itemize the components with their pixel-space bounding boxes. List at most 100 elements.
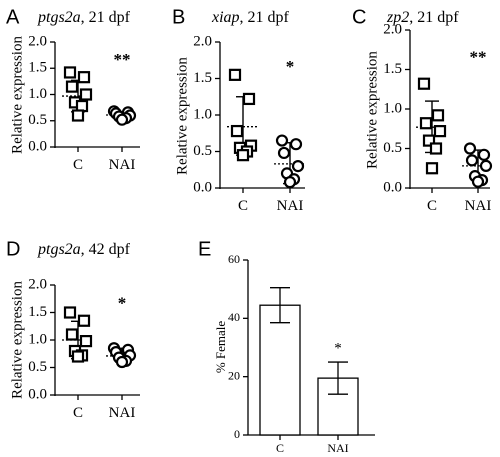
y-tick-label: 2.0 [28, 276, 47, 292]
y-axis [405, 29, 411, 189]
series-control [416, 77, 448, 175]
y-axis-label: Relative expression [174, 57, 190, 175]
series-nai [274, 134, 306, 189]
x-tick-label: NAI [277, 198, 304, 214]
y-tick-label: 1.0 [193, 106, 212, 122]
data-point-square [433, 125, 447, 138]
series-control [62, 66, 94, 122]
panel-e: E 0 20 40 60 % Female C NAI * [198, 238, 375, 455]
data-point-square [79, 335, 93, 348]
significance-marker: ** [114, 50, 131, 69]
data-point-square [77, 314, 91, 327]
x-tick-label: C [73, 157, 83, 173]
y-tick-label: 0.5 [383, 140, 402, 156]
significance-marker: * [286, 57, 295, 76]
data-point-square [63, 306, 77, 319]
y-tick-label: 0.5 [28, 359, 47, 375]
data-point-square [63, 66, 77, 79]
panel-letter: C [352, 6, 366, 28]
significance-marker: * [118, 294, 127, 313]
significance-marker: ** [470, 47, 487, 66]
y-axis-label: Relative expression [364, 51, 380, 169]
y-tick-label: 1.0 [28, 331, 47, 347]
x-tick-label: NAI [465, 198, 492, 214]
y-tick-label: 2.0 [193, 33, 212, 49]
data-point-square [230, 124, 244, 138]
y-tick-label: 0.0 [28, 138, 47, 154]
data-point-square [65, 328, 79, 341]
series-control [62, 306, 94, 363]
data-point-circle [477, 148, 491, 161]
x-tick-label: NAI [327, 441, 348, 455]
data-point-circle [479, 159, 493, 172]
data-point-square [417, 77, 431, 90]
y-tick-label: 0.0 [383, 179, 402, 195]
y-tick-label: 1.0 [383, 100, 402, 116]
age-label: , 21 dpf [81, 9, 131, 26]
x-axis [55, 146, 140, 152]
data-point-circle [289, 138, 303, 151]
panel-letter: B [172, 6, 185, 28]
panel-letter: A [6, 6, 20, 28]
x-tick-label: C [238, 198, 248, 214]
data-point-square [422, 134, 436, 147]
data-point-square [236, 149, 250, 162]
data-point-square [77, 71, 91, 84]
panel-title: xiap, 21 dpf [211, 9, 290, 26]
data-point-circle [277, 146, 291, 160]
data-point-circle [283, 176, 297, 189]
y-tick-label: 0.0 [193, 179, 212, 195]
data-point-circle [275, 134, 289, 147]
series-nai [462, 142, 494, 188]
data-point-square [71, 109, 85, 122]
age-label: , 42 dpf [81, 241, 131, 258]
x-axis [220, 187, 305, 193]
age-label: , 21 dpf [409, 9, 459, 26]
significance-marker: * [334, 341, 342, 357]
data-point-circle [291, 160, 305, 173]
series-nai [106, 342, 138, 369]
y-axis [243, 259, 249, 436]
gene-name: ptgs2a [37, 9, 81, 26]
y-tick-label: 20 [228, 368, 240, 382]
data-point-square [79, 88, 93, 101]
data-point-square [429, 142, 443, 155]
data-point-square [242, 92, 256, 106]
data-point-circle [465, 154, 479, 167]
y-tick-label: 0 [234, 427, 240, 441]
age-label: , 21 dpf [240, 9, 290, 26]
panel-letter: E [198, 238, 211, 260]
x-tick-label: NAI [109, 405, 136, 421]
panel-title: ptgs2a, 21 dpf [37, 9, 131, 26]
y-tick-label: 0.0 [28, 386, 47, 402]
y-tick-label: 1.5 [28, 304, 47, 320]
data-point-circle [463, 142, 477, 155]
y-tick-label: 2.0 [28, 33, 47, 49]
x-axis [410, 187, 490, 193]
gene-name: ptgs2a [37, 241, 81, 258]
panel-title: zp2, 21 dpf [386, 9, 459, 26]
y-tick-label: 0.5 [28, 112, 47, 128]
data-point-circle [471, 175, 485, 188]
data-point-square [419, 117, 433, 130]
data-point-square [71, 350, 85, 363]
data-point-square [228, 68, 242, 81]
data-point-square [431, 109, 445, 122]
data-point-square [425, 162, 439, 175]
data-point-circle [115, 355, 129, 369]
x-tick-label: C [427, 198, 437, 214]
y-tick-label: 0.5 [193, 143, 212, 159]
panel-title: ptgs2a, 42 dpf [37, 241, 131, 258]
x-tick-label: C [276, 441, 284, 455]
y-tick-label: 1.5 [193, 70, 212, 86]
gene-name: xiap [211, 9, 240, 26]
bar-c [259, 304, 301, 436]
data-point-square [65, 80, 79, 93]
gene-name: zp2 [386, 9, 409, 26]
y-tick-label: 2.0 [383, 21, 402, 37]
y-axis [50, 284, 56, 396]
